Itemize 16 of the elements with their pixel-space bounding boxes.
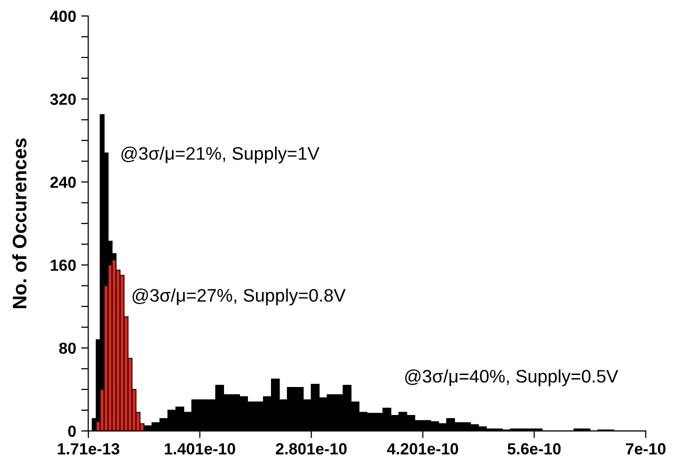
- annotation: @3σ/μ=40%, Supply=0.5V: [405, 369, 618, 386]
- y-tick-label: 240: [50, 176, 76, 188]
- x-tick-label: 1.71e-13: [58, 443, 120, 455]
- y-tick-label: 0: [68, 426, 76, 437]
- y-tick-label: 400: [50, 10, 76, 22]
- y-axis-title: No. of Occurences: [12, 138, 26, 308]
- x-tick-label: 5.6e-10: [508, 443, 561, 454]
- x-tick-label: 1.401e-10: [164, 443, 236, 454]
- y-tick-label: 160: [50, 260, 76, 271]
- x-tick-label: 2.801e-10: [276, 443, 347, 454]
- annotation: @3σ/μ=27%, Supply=0.8V: [132, 288, 346, 306]
- x-tick-label: 7e-10: [626, 443, 666, 454]
- annotation: @3σ/μ=21%, Supply=1V: [121, 146, 320, 164]
- x-tick-label: 4.201e-10: [387, 443, 458, 454]
- y-tick-label: 320: [50, 94, 76, 105]
- y-tick-label: 80: [59, 342, 76, 354]
